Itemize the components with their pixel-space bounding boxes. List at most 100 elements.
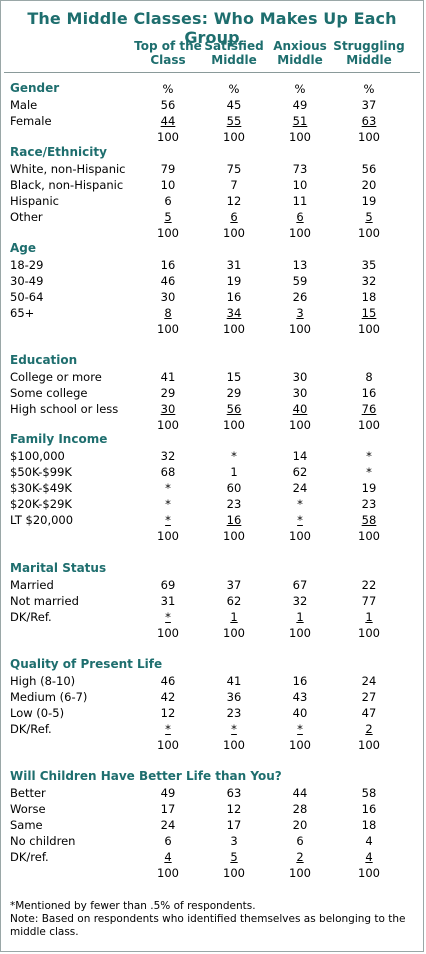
cell-value: 6 xyxy=(164,834,172,848)
cell-value: 24 xyxy=(292,481,308,495)
cell-value: 49 xyxy=(292,98,308,112)
cell-value: 23 xyxy=(226,497,242,511)
total-value: 100 xyxy=(223,130,245,144)
column-header: Anxious Middle xyxy=(260,39,340,67)
cell-value: 58 xyxy=(361,513,377,527)
cell-value: 4 xyxy=(164,850,172,864)
cell-value: 15 xyxy=(361,306,377,320)
footnote-asterisk: *Mentioned by fewer than .5% of responde… xyxy=(10,900,256,912)
cell-value: 22 xyxy=(361,578,377,592)
total-value: 100 xyxy=(157,418,179,432)
row-label: Female xyxy=(10,114,52,128)
cell-value: 6 xyxy=(296,834,304,848)
cell-value: 35 xyxy=(361,258,377,272)
cell-value: 63 xyxy=(361,114,377,128)
column-header-line1: Satisfied xyxy=(204,39,264,53)
cell-value: 8 xyxy=(164,306,172,320)
cell-value: * xyxy=(165,610,171,624)
cell-value: * xyxy=(165,481,171,495)
total-value: 100 xyxy=(157,226,179,240)
cell-value: 56 xyxy=(361,162,377,176)
row-label: DK/Ref. xyxy=(10,610,52,624)
cell-value: 40 xyxy=(292,706,308,720)
cell-value: 59 xyxy=(292,274,308,288)
total-value: 100 xyxy=(223,738,245,752)
cell-value: * xyxy=(165,497,171,511)
cell-value: 12 xyxy=(226,194,242,208)
row-label: $30K-$49K xyxy=(10,481,72,495)
row-label: College or more xyxy=(10,370,102,384)
cell-value: 1 xyxy=(230,610,238,624)
cell-value: 15 xyxy=(226,370,242,384)
cell-value: 18 xyxy=(361,818,377,832)
section-title: Age xyxy=(10,241,37,255)
cell-value: 2 xyxy=(296,850,304,864)
footnote-note: Note: Based on respondents who identifie… xyxy=(10,913,406,938)
cell-value: 32 xyxy=(160,449,176,463)
cell-value: 8 xyxy=(365,370,373,384)
cell-value: 5 xyxy=(230,850,238,864)
cell-value: 13 xyxy=(292,258,308,272)
row-label: Male xyxy=(10,98,38,112)
cell-value: 42 xyxy=(160,690,176,704)
header-divider xyxy=(4,72,420,73)
cell-value: 32 xyxy=(292,594,308,608)
total-value: 100 xyxy=(289,529,311,543)
cell-value: 58 xyxy=(361,786,377,800)
total-value: 100 xyxy=(289,322,311,336)
row-label: Worse xyxy=(10,802,46,816)
cell-value: 16 xyxy=(226,290,242,304)
total-value: 100 xyxy=(223,529,245,543)
cell-value: 37 xyxy=(361,98,377,112)
row-label: Same xyxy=(10,818,43,832)
cell-value: 30 xyxy=(160,402,176,416)
total-value: 100 xyxy=(358,866,380,880)
cell-value: 16 xyxy=(361,386,377,400)
cell-value: 77 xyxy=(361,594,377,608)
cell-value: 17 xyxy=(226,818,242,832)
total-value: 100 xyxy=(358,322,380,336)
total-value: 100 xyxy=(157,866,179,880)
row-label: Other xyxy=(10,210,43,224)
cell-value: 41 xyxy=(160,370,176,384)
cell-value: 51 xyxy=(292,114,308,128)
cell-value: 5 xyxy=(164,210,172,224)
cell-value: 1 xyxy=(296,610,304,624)
total-value: 100 xyxy=(157,626,179,640)
cell-value: * xyxy=(297,497,303,511)
cell-value: 19 xyxy=(226,274,242,288)
cell-value: 24 xyxy=(361,674,377,688)
cell-value: 62 xyxy=(226,594,242,608)
cell-value: 18 xyxy=(361,290,377,304)
column-header-line2: Class xyxy=(150,53,186,67)
cell-value: 23 xyxy=(361,497,377,511)
percent-header: % xyxy=(228,82,240,96)
percent-header: % xyxy=(363,82,375,96)
percent-header: % xyxy=(294,82,306,96)
section-title: Gender xyxy=(10,81,60,95)
cell-value: 30 xyxy=(292,370,308,384)
cell-value: 3 xyxy=(230,834,238,848)
section-title: Family Income xyxy=(10,432,108,446)
cell-value: 30 xyxy=(160,290,176,304)
cell-value: 16 xyxy=(292,674,308,688)
percent-header: % xyxy=(162,82,174,96)
cell-value: 19 xyxy=(361,481,377,495)
total-value: 100 xyxy=(223,322,245,336)
cell-value: * xyxy=(231,722,237,736)
page-title: The Middle Classes: Who Makes Up Each Gr… xyxy=(27,9,397,47)
cell-value: 34 xyxy=(226,306,242,320)
section-title: Race/Ethnicity xyxy=(10,145,107,159)
row-label: 65+ xyxy=(10,306,35,320)
cell-value: 5 xyxy=(365,210,373,224)
cell-value: 79 xyxy=(160,162,176,176)
cell-value: 7 xyxy=(230,178,238,192)
cell-value: 19 xyxy=(361,194,377,208)
column-header-line1: Anxious xyxy=(273,39,327,53)
total-value: 100 xyxy=(289,866,311,880)
total-value: 100 xyxy=(223,226,245,240)
cell-value: 47 xyxy=(361,706,377,720)
cell-value: * xyxy=(165,722,171,736)
cell-value: 49 xyxy=(160,786,176,800)
